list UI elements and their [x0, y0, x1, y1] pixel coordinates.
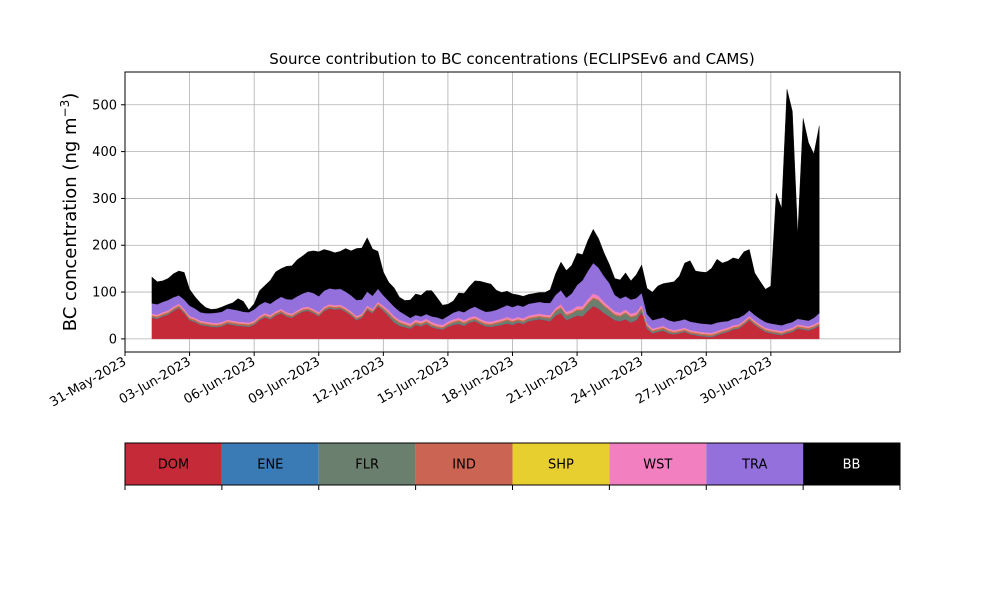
x-tick-label: 03-Jun-2023: [117, 354, 194, 407]
y-axis-label: BC concentration (ng m−3): [58, 93, 81, 332]
x-tick-label: 24-Jun-2023: [569, 354, 646, 407]
legend-label-bb: BB: [843, 458, 861, 473]
x-tick-label: 18-Jun-2023: [440, 354, 517, 407]
legend-label-tra: TRA: [741, 458, 767, 473]
legend-swatch-bb: [803, 443, 900, 485]
y-tick-label: 400: [92, 145, 117, 160]
area-layer: [151, 89, 820, 340]
legend-label-flr: FLR: [355, 458, 379, 473]
x-tick-label: 15-Jun-2023: [375, 354, 452, 407]
legend-label-wst: WST: [643, 458, 672, 473]
legend-swatch-shp: [512, 443, 610, 485]
x-tick-label: 06-Jun-2023: [181, 354, 258, 407]
chart-title: Source contribution to BC concentrations…: [269, 50, 754, 68]
legend-swatch-ene: [221, 443, 319, 485]
legend-label-shp: SHP: [548, 458, 574, 473]
y-axis-label-main: BC concentration (ng m: [60, 117, 81, 331]
legend-label-ene: ENE: [257, 458, 283, 473]
x-axis: 31-May-202303-Jun-202306-Jun-202309-Jun-…: [47, 352, 775, 410]
x-tick-label: 27-Jun-2023: [633, 354, 710, 407]
y-tick-label: 0: [109, 332, 117, 347]
legend-swatch-tra: [706, 443, 804, 485]
x-tick-label: 31-May-2023: [47, 354, 129, 410]
x-tick-label: 09-Jun-2023: [246, 354, 323, 407]
legend-swatch-ind: [415, 443, 513, 485]
y-tick-label: 500: [92, 98, 117, 113]
legend-swatch-flr: [318, 443, 416, 485]
y-tick-label: 100: [92, 286, 117, 301]
y-tick-label: 200: [92, 239, 117, 254]
legend-label-dom: DOM: [158, 458, 189, 473]
y-axis: 0 100 200 300 400 500: [92, 98, 125, 347]
legend-label-ind: IND: [452, 458, 476, 473]
legend-swatch-dom: [125, 443, 222, 485]
x-tick-label: 30-Jun-2023: [698, 354, 775, 407]
x-tick-label: 12-Jun-2023: [311, 354, 388, 407]
legend-colorbar: DOM ENE FLR IND SHP WST TRA BB: [124, 442, 901, 490]
x-tick-label: 21-Jun-2023: [504, 354, 581, 407]
y-tick-label: 300: [92, 192, 117, 207]
y-axis-label-superscript: −3: [58, 100, 72, 118]
legend-swatch-wst: [609, 443, 707, 485]
y-axis-label-close: ): [60, 93, 81, 100]
area-series-bb: [151, 89, 820, 326]
